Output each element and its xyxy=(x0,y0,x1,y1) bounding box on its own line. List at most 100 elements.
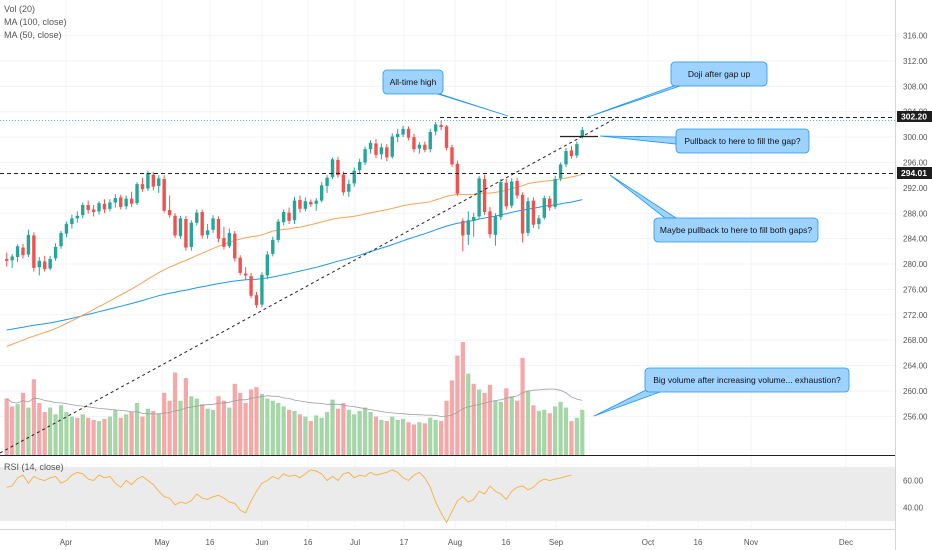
candle-body xyxy=(86,205,90,211)
volume-bar xyxy=(129,412,134,455)
candle-body xyxy=(477,178,481,217)
candle-body xyxy=(309,201,313,205)
volume-bar xyxy=(58,405,64,455)
candle-body xyxy=(233,233,237,259)
volume-bars xyxy=(4,342,585,455)
candle-body xyxy=(91,209,96,213)
candle-body xyxy=(276,221,280,240)
ma50-line xyxy=(6,173,583,347)
volume-bar xyxy=(53,414,58,455)
candle-body xyxy=(200,212,204,236)
volume-bar xyxy=(48,407,53,455)
callout-volume-label: Big volume after increasing volume... ex… xyxy=(653,375,841,385)
volume-bar xyxy=(270,400,275,455)
legend-vol: Vol (20) xyxy=(4,4,36,14)
price-tick-label: 312.00 xyxy=(903,57,928,66)
candle-body xyxy=(314,200,318,204)
time-tick-label: Jun xyxy=(256,538,269,547)
candle-body xyxy=(499,182,503,218)
candle-body xyxy=(216,218,221,239)
candle-body xyxy=(444,126,449,148)
price-tick-label: 276.00 xyxy=(903,285,928,294)
volume-bar xyxy=(243,403,248,455)
volume-bar xyxy=(308,421,313,455)
candle-body xyxy=(162,179,166,211)
candle-body xyxy=(325,177,329,186)
price-tick-label: 264.00 xyxy=(903,362,928,371)
volume-bar xyxy=(200,404,205,455)
time-tick-label: 16 xyxy=(694,538,703,547)
candle-body xyxy=(75,215,80,219)
time-tick-label: 16 xyxy=(502,538,511,547)
candle-body xyxy=(542,198,546,218)
volume-bar xyxy=(411,424,417,455)
volume-bar xyxy=(210,409,216,455)
volume-bar xyxy=(140,416,145,455)
candle-body xyxy=(417,144,422,149)
candle-body xyxy=(412,137,416,150)
candle-body xyxy=(531,200,536,225)
volume-bar xyxy=(124,414,129,455)
volume-bar xyxy=(477,389,482,455)
candle-body xyxy=(70,218,74,225)
volume-bar xyxy=(542,409,547,455)
candle-body xyxy=(21,247,25,256)
volume-bar xyxy=(86,417,91,455)
volume-bar xyxy=(357,410,362,455)
candle-body xyxy=(526,201,530,233)
candle-body xyxy=(281,212,286,223)
volume-bar xyxy=(493,400,498,455)
candle-body xyxy=(504,182,508,207)
volume-bar xyxy=(341,403,346,455)
volume-bar xyxy=(265,398,270,455)
candle-body xyxy=(352,170,356,184)
volume-bar xyxy=(248,389,254,455)
candle-body xyxy=(102,203,107,210)
time-tick-label: May xyxy=(154,538,169,547)
volume-bar xyxy=(487,384,493,455)
candle-body xyxy=(265,254,270,276)
candle-body xyxy=(195,212,199,223)
candle-body xyxy=(520,194,525,234)
volume-bar xyxy=(4,398,9,455)
volume-bar xyxy=(368,412,373,455)
candle-body xyxy=(271,239,275,254)
candle-body xyxy=(184,218,188,248)
candle-body xyxy=(390,136,394,157)
volume-bar xyxy=(292,410,297,455)
candle-body xyxy=(423,144,427,150)
candle-body xyxy=(439,125,443,127)
candle-body xyxy=(178,218,183,237)
volume-bar xyxy=(509,396,514,455)
candle-body xyxy=(124,198,128,207)
candle-body xyxy=(303,201,308,209)
time-tick-label: Nov xyxy=(744,538,758,547)
candle-body xyxy=(395,133,400,138)
volume-bar xyxy=(194,398,199,455)
gridlines xyxy=(0,0,895,529)
candle-body xyxy=(363,149,367,163)
volume-bar xyxy=(515,400,520,455)
volume-bar xyxy=(216,396,221,455)
volume-bar xyxy=(156,413,161,455)
candle-body xyxy=(32,235,36,268)
candle-body xyxy=(368,142,373,150)
candle-body xyxy=(287,212,291,221)
candle-body xyxy=(254,295,259,306)
callout-pullback-both-label: Maybe pullback to here to fill both gaps… xyxy=(660,225,812,235)
candle-body xyxy=(97,203,101,212)
price-tick-label: 256.00 xyxy=(903,412,928,421)
candle-body xyxy=(580,130,584,137)
volume-bar xyxy=(162,392,167,455)
candle-body xyxy=(48,258,52,269)
candle-body xyxy=(135,184,139,204)
candle-body xyxy=(336,159,340,176)
rsi-tick-label: 60.00 xyxy=(903,477,924,486)
volume-bar xyxy=(531,405,536,455)
volume-bar xyxy=(525,390,531,455)
candle-body xyxy=(406,128,411,138)
volume-bar xyxy=(151,410,156,455)
candle-body xyxy=(466,220,470,235)
volume-bar xyxy=(15,404,20,455)
candle-body xyxy=(15,246,20,258)
